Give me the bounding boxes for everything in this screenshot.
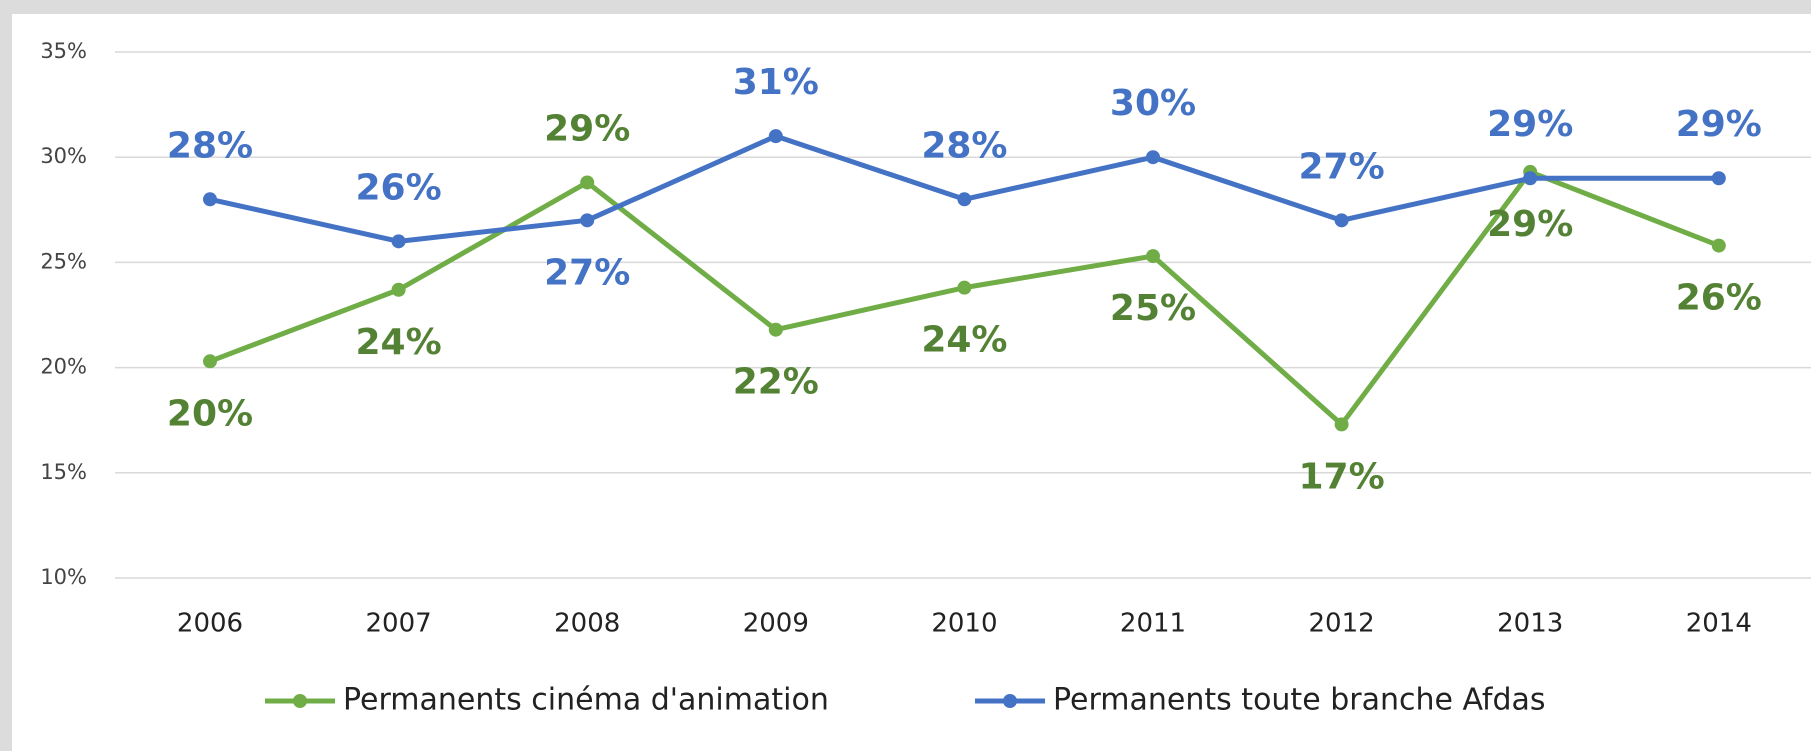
y-tick-label: 35% [40, 39, 87, 63]
data-label: 27% [1299, 146, 1385, 187]
x-tick-label: 2008 [554, 609, 620, 639]
x-tick-label: 2007 [366, 609, 432, 639]
x-tick-label: 2009 [743, 609, 809, 639]
data-label: 27% [544, 252, 630, 293]
data-label: 17% [1299, 456, 1385, 497]
data-label: 25% [1110, 288, 1196, 329]
data-point [1146, 249, 1160, 264]
data-point [580, 213, 595, 228]
data-point [1523, 171, 1538, 186]
data-label: 26% [1676, 278, 1762, 319]
legend-label: Permanents toute branche Afdas [1053, 683, 1546, 718]
data-label: 22% [733, 362, 819, 403]
legend-marker [1003, 694, 1017, 708]
y-tick-label: 10% [40, 565, 87, 589]
y-tick-label: 30% [40, 144, 87, 168]
data-point [957, 280, 972, 295]
y-tick-label: 20% [40, 355, 87, 379]
data-point [1711, 171, 1726, 186]
x-tick-label: 2014 [1686, 609, 1752, 639]
data-point [391, 234, 406, 249]
data-label: 28% [921, 125, 1007, 166]
chart-area [12, 14, 1811, 751]
data-label: 28% [167, 125, 253, 166]
data-label: 24% [921, 320, 1007, 361]
y-tick-label: 15% [40, 460, 87, 484]
data-point [1146, 150, 1160, 165]
x-tick-label: 2011 [1120, 609, 1186, 639]
data-label: 30% [1110, 83, 1196, 124]
data-point [1334, 213, 1349, 228]
data-point [580, 175, 595, 190]
data-point [203, 192, 217, 207]
data-label: 24% [356, 322, 442, 363]
x-tick-label: 2013 [1497, 609, 1563, 639]
data-label: 26% [356, 167, 442, 208]
legend-marker [293, 694, 307, 708]
data-point [203, 354, 217, 369]
data-label: 29% [544, 108, 630, 149]
x-tick-label: 2012 [1309, 609, 1375, 639]
data-label: 29% [1487, 104, 1573, 145]
data-point [768, 129, 783, 144]
legend-label: Permanents cinéma d'animation [343, 683, 829, 718]
data-point [957, 192, 972, 207]
x-tick-label: 2006 [177, 609, 243, 639]
data-point [1711, 238, 1726, 253]
data-label: 31% [733, 62, 819, 103]
data-label: 29% [1487, 204, 1573, 245]
data-point [768, 322, 783, 337]
y-tick-label: 25% [40, 249, 87, 273]
x-tick-label: 2010 [931, 609, 997, 639]
data-label: 20% [167, 393, 253, 434]
data-point [391, 282, 406, 297]
data-point [1334, 417, 1349, 432]
data-label: 29% [1676, 104, 1762, 145]
